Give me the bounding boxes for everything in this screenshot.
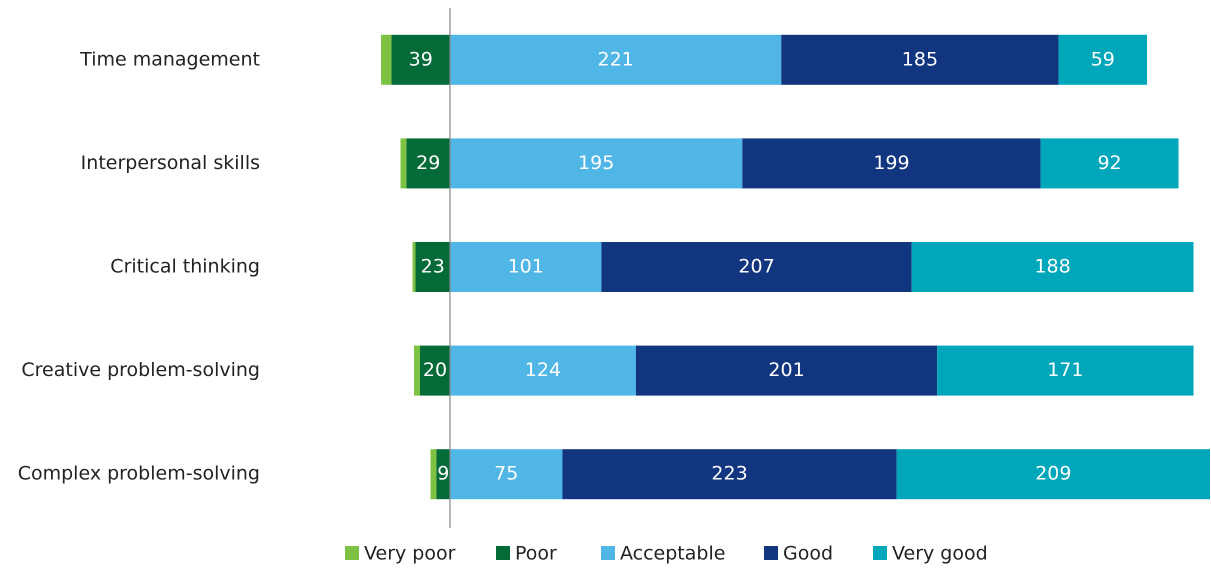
category-label: Creative problem-solving <box>21 359 260 381</box>
data-label: 221 <box>598 48 634 70</box>
bar-segment <box>381 34 392 85</box>
data-label: 75 <box>494 463 518 485</box>
data-label: 124 <box>525 359 561 381</box>
data-label: 9 <box>437 463 449 485</box>
bar-segment <box>450 242 602 292</box>
data-label: 92 <box>1097 152 1121 174</box>
bar-segment <box>414 345 421 396</box>
category-label: Interpersonal skills <box>81 152 260 174</box>
bar-segment <box>562 449 897 500</box>
legend-swatch <box>764 546 778 560</box>
category-label: Critical thinking <box>110 256 260 278</box>
data-label: 20 <box>423 359 447 381</box>
bar-segment <box>420 345 450 396</box>
data-label: 171 <box>1047 359 1083 381</box>
bar-segment <box>1040 138 1179 189</box>
legend-label: Poor <box>515 543 557 565</box>
data-label: 209 <box>1035 463 1071 485</box>
data-label: 185 <box>902 48 938 70</box>
data-label: 188 <box>1034 256 1070 278</box>
legend-label: Good <box>783 543 833 565</box>
bar-segment <box>896 449 1210 500</box>
legend-swatch <box>601 546 615 560</box>
data-label: 223 <box>711 463 747 485</box>
data-label: 59 <box>1091 48 1115 70</box>
bar-segment <box>412 242 416 292</box>
bar-segment <box>406 138 450 189</box>
bar-segment <box>1058 34 1148 85</box>
bar-segment <box>391 34 450 85</box>
bar-segment <box>635 345 938 396</box>
category-label: Time management <box>79 48 260 70</box>
bar-segment <box>742 138 1041 189</box>
bar-segment <box>601 242 912 292</box>
data-label: 199 <box>873 152 909 174</box>
bar-segment <box>781 34 1059 85</box>
data-label: 101 <box>508 256 544 278</box>
bar-segment <box>430 449 437 500</box>
legend-label: Very good <box>892 543 988 565</box>
bar-segment <box>937 345 1194 396</box>
bar-segment <box>911 242 1194 292</box>
data-label: 207 <box>738 256 774 278</box>
legend-swatch <box>496 546 510 560</box>
bar-segment <box>450 34 782 85</box>
legend-label: Acceptable <box>620 543 725 565</box>
data-label: 29 <box>416 152 440 174</box>
bar-segment <box>450 138 743 189</box>
bar-segment <box>415 242 450 292</box>
data-label: 195 <box>578 152 614 174</box>
data-label: 23 <box>421 256 445 278</box>
legend-label: Very poor <box>364 543 456 565</box>
data-label: 201 <box>768 359 804 381</box>
bar-segment <box>400 138 407 189</box>
legend-swatch <box>873 546 887 560</box>
data-label: 39 <box>409 48 433 70</box>
category-label: Complex problem-solving <box>18 463 260 485</box>
legend-swatch <box>345 546 359 560</box>
bar-segment <box>450 449 563 500</box>
bar-segment <box>436 449 450 500</box>
bar-segment <box>450 345 636 396</box>
